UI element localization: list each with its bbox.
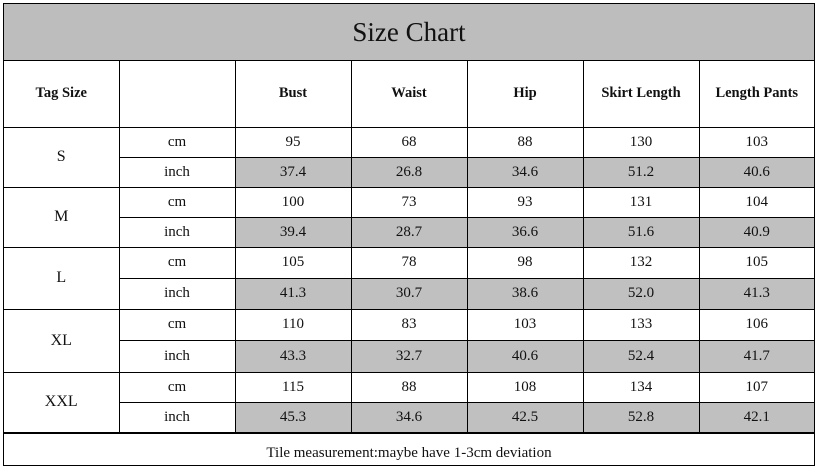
- header-waist: Waist: [350, 61, 468, 128]
- measurement-cell: 40.6: [466, 339, 584, 373]
- tag-size-cell: L: [4, 246, 120, 310]
- unit-cell: cm: [118, 371, 236, 403]
- measurement-cell: 41.3: [234, 277, 352, 310]
- tag-size-cell: XL: [4, 308, 120, 373]
- measurement-cell: 107: [698, 371, 814, 403]
- measurement-cell: 30.7: [350, 277, 468, 310]
- measurement-cell: 51.2: [582, 156, 700, 188]
- measurement-cell: 110: [234, 308, 352, 341]
- measurement-cell: 28.7: [350, 216, 468, 248]
- measurement-cell: 105: [234, 246, 352, 279]
- measurement-cell: 83: [350, 308, 468, 341]
- header-length-pants: Length Pants: [698, 61, 814, 128]
- measurement-cell: 130: [582, 127, 700, 158]
- measurement-cell: 41.7: [698, 339, 814, 373]
- measurement-cell: 108: [466, 371, 584, 403]
- header-row: Tag Size Bust Waist Hip Skirt Length Len…: [4, 61, 814, 128]
- measurement-cell: 115: [234, 371, 352, 403]
- header-unit: [118, 61, 236, 128]
- tag-size-cell: XXL: [4, 371, 120, 433]
- unit-cell: inch: [119, 401, 236, 433]
- measurement-cell: 93: [466, 186, 584, 218]
- measurement-cell: 105: [698, 246, 814, 279]
- unit-cell: cm: [118, 308, 236, 341]
- measurement-cell: 45.3: [234, 401, 352, 433]
- tag-size-cell: M: [4, 186, 120, 248]
- measurement-cell: 37.4: [234, 156, 352, 188]
- measurement-cell: 42.1: [698, 401, 814, 433]
- measurement-cell: 88: [350, 371, 468, 403]
- header-bust: Bust: [234, 61, 352, 128]
- measurement-cell: 40.6: [698, 156, 814, 188]
- measurement-cell: 104: [698, 186, 814, 218]
- measurement-cell: 40.9: [698, 216, 814, 248]
- measurement-cell: 51.6: [582, 216, 700, 248]
- measurement-cell: 68: [350, 127, 468, 158]
- measurement-cell: 100: [234, 186, 352, 218]
- measurement-cell: 95: [234, 127, 352, 158]
- header-tag-size: Tag Size: [4, 61, 120, 128]
- measurement-cell: 106: [698, 308, 814, 341]
- chart-title: Size Chart: [4, 4, 814, 61]
- measurement-cell: 131: [582, 186, 700, 218]
- measurement-cell: 52.4: [582, 339, 700, 373]
- unit-cell: inch: [119, 339, 236, 373]
- measurement-cell: 32.7: [350, 339, 468, 373]
- measurement-cell: 34.6: [466, 156, 584, 188]
- unit-cell: inch: [119, 216, 236, 248]
- size-table: Tag Size Bust Waist Hip Skirt Length Len…: [4, 61, 814, 433]
- measurement-cell: 26.8: [350, 156, 468, 188]
- measurement-cell: 103: [466, 308, 584, 341]
- measurement-cell: 88: [466, 127, 584, 158]
- measurement-cell: 52.0: [582, 277, 700, 310]
- size-chart: Size Chart Tag Size Bust Waist Hip Skirt…: [3, 3, 815, 466]
- measurement-cell: 38.6: [466, 277, 584, 310]
- header-hip: Hip: [466, 61, 584, 128]
- table-row: inch 37.4 26.8 34.6 51.2 40.6: [4, 156, 814, 188]
- table-row: XL cm 110 83 103 133 106: [4, 308, 814, 373]
- measurement-cell: 103: [698, 127, 814, 158]
- footer-note: Tile measurement:maybe have 1-3cm deviat…: [4, 432, 814, 473]
- measurement-cell: 34.6: [350, 401, 468, 433]
- measurement-cell: 36.6: [466, 216, 584, 248]
- measurement-cell: 43.3: [234, 339, 352, 373]
- table-row: inch 45.3 34.6 42.5 52.8 42.1: [4, 401, 814, 433]
- measurement-cell: 73: [350, 186, 468, 218]
- measurement-cell: 132: [582, 246, 700, 279]
- table-row: XXL cm 115 88 108 134 107: [4, 371, 814, 433]
- unit-cell: cm: [118, 186, 236, 218]
- unit-cell: cm: [118, 246, 236, 279]
- measurement-cell: 42.5: [466, 401, 584, 433]
- table-row: inch 39.4 28.7 36.6 51.6 40.9: [4, 216, 814, 248]
- table-row: inch 43.3 32.7 40.6 52.4 41.7: [4, 339, 814, 373]
- measurement-cell: 78: [350, 246, 468, 279]
- unit-cell: inch: [119, 277, 236, 310]
- measurement-cell: 98: [466, 246, 584, 279]
- table-row: inch 41.3 30.7 38.6 52.0 41.3: [4, 277, 814, 310]
- measurement-cell: 133: [582, 308, 700, 341]
- measurement-cell: 52.8: [582, 401, 700, 433]
- tag-size-cell: S: [4, 127, 120, 188]
- measurement-cell: 41.3: [698, 277, 814, 310]
- measurement-cell: 134: [582, 371, 700, 403]
- unit-cell: cm: [118, 127, 236, 158]
- measurement-cell: 39.4: [234, 216, 352, 248]
- unit-cell: inch: [119, 156, 236, 188]
- header-skirt-length: Skirt Length: [582, 61, 700, 128]
